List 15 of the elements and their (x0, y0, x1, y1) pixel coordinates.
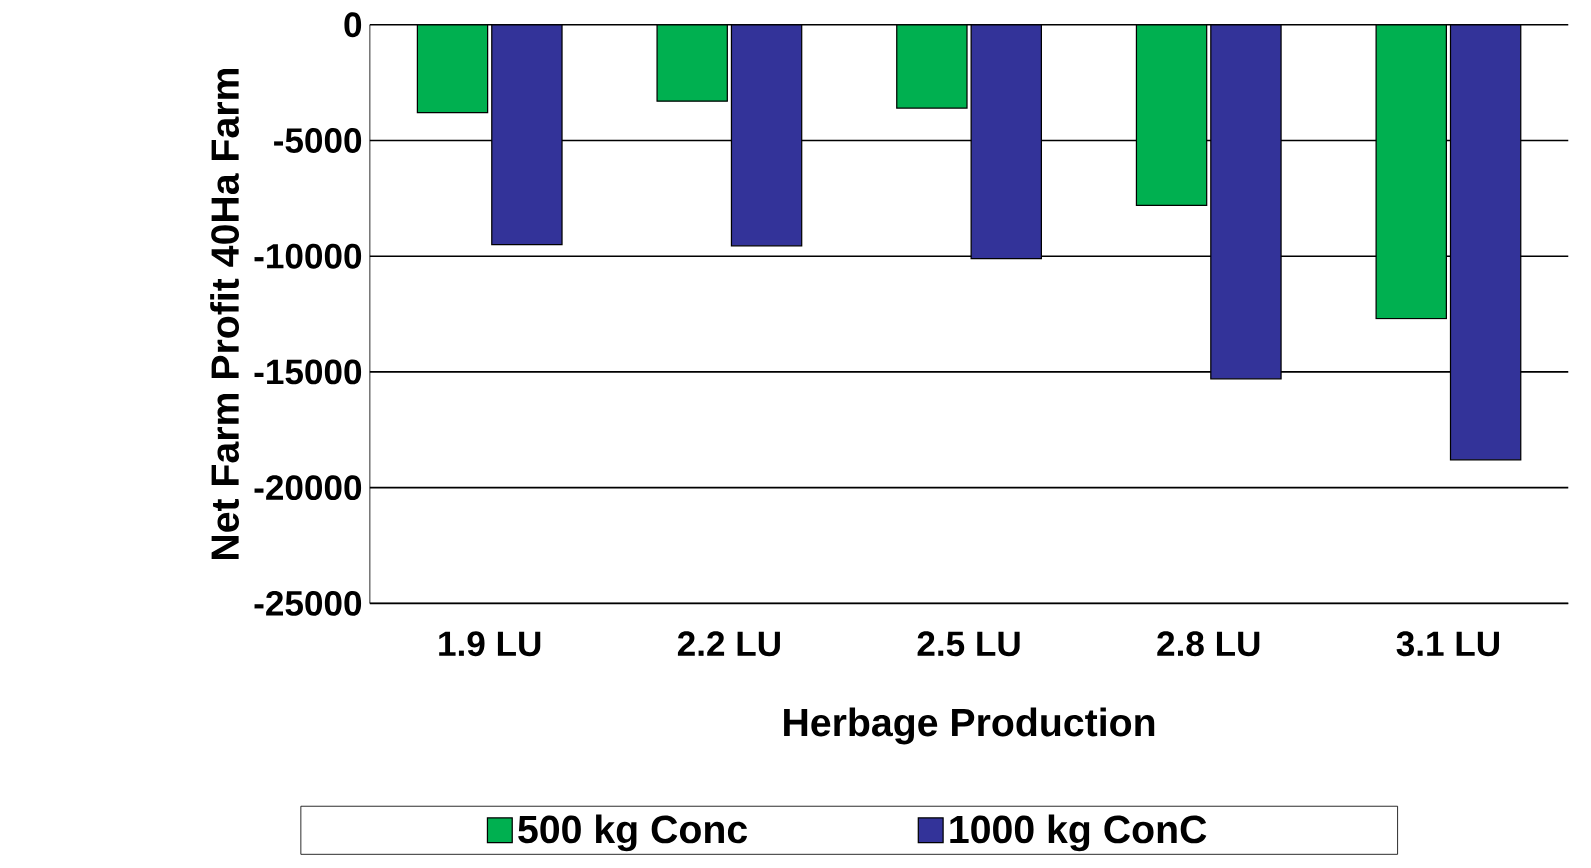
x-tick-label: 2.2 LU (677, 631, 780, 657)
y-tick-label: 0 (344, 12, 362, 38)
y-tick-label: -5000 (274, 128, 362, 154)
y-tick-label: -15000 (254, 359, 362, 385)
x-tick-label: 3.1 LU (1396, 631, 1499, 657)
y-tick-label: -10000 (254, 243, 362, 269)
y-tick-label: -25000 (254, 590, 362, 616)
legend-label: 500 kg Conc (518, 814, 748, 852)
x-axis-title: Herbage Production (784, 707, 1155, 745)
x-tick-label: 1.9 LU (439, 631, 541, 657)
y-axis-title: Net Farm Profit 40Ha Farm (210, 69, 239, 560)
y-tick-label: -20000 (254, 475, 362, 501)
x-tick-label: 2.5 LU (917, 631, 1020, 657)
x-tick-label: 2.8 LU (1157, 631, 1260, 657)
legend-label: 1000 kg ConC (950, 814, 1207, 852)
